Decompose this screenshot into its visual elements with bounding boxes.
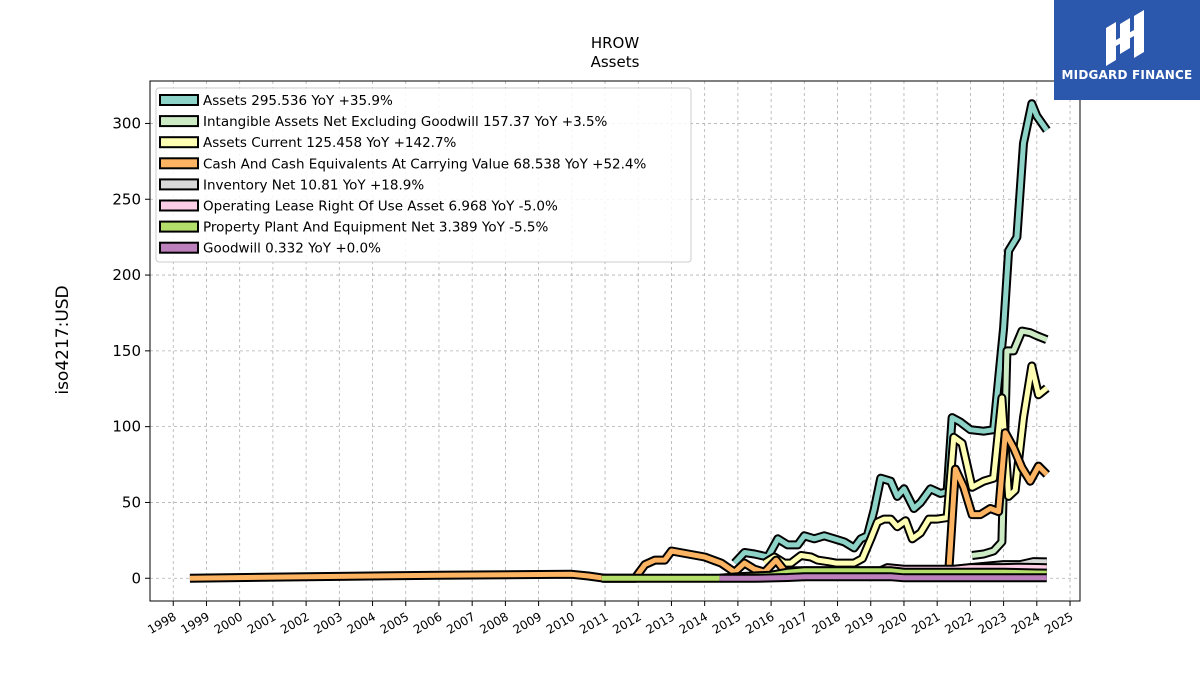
legend-label: Goodwill 0.332 YoY +0.0% <box>203 241 381 257</box>
legend-label: Assets 295.536 YoY +35.9% <box>203 93 393 109</box>
legend-swatch <box>159 94 199 106</box>
legend-swatch <box>159 136 199 149</box>
x-tick-label: 2022 <box>942 609 975 636</box>
x-tick-label: 2015 <box>710 609 743 636</box>
legend-label: Cash And Cash Equivalents At Carrying Va… <box>203 156 647 172</box>
x-tick-label: 2016 <box>743 609 776 636</box>
x-tick-label: 2010 <box>544 609 577 636</box>
brand-name: MIDGARD FINANCE <box>1061 68 1193 82</box>
legend-swatch <box>159 199 199 212</box>
x-tick-label: 2002 <box>278 609 311 636</box>
x-tick-label: 2019 <box>843 609 876 636</box>
x-tick-label: 2007 <box>444 609 477 636</box>
y-tick-label: 200 <box>112 266 141 284</box>
x-tick-label: 2004 <box>345 609 378 636</box>
x-axis: 1998 1999 2000 2001 2002 2003 2004 2005 2006 2007… <box>145 601 1076 637</box>
x-tick-label: 2014 <box>677 609 710 636</box>
x-tick-label: 2009 <box>511 609 544 636</box>
y-tick-label: 300 <box>112 114 141 132</box>
x-tick-label: 1998 <box>145 609 178 636</box>
legend-swatch <box>159 157 199 170</box>
x-tick-label: 1999 <box>179 609 212 636</box>
x-tick-label: 2013 <box>644 609 677 636</box>
y-tick-label: 100 <box>112 418 141 436</box>
legend-label: Intangible Assets Net Excluding Goodwill… <box>203 114 608 130</box>
y-axis: 0 50 100 150 200 250 300 <box>112 114 150 587</box>
brand-logo: MIDGARD FINANCE <box>1054 0 1200 100</box>
legend-label: Property Plant And Equipment Net 3.389 Y… <box>203 220 548 236</box>
y-tick-label: 250 <box>112 190 141 208</box>
y-tick-label: 150 <box>112 342 141 360</box>
x-tick-label: 2008 <box>477 609 510 636</box>
x-tick-label: 2018 <box>810 609 843 636</box>
series-line <box>719 574 1047 581</box>
series-line <box>732 101 1049 565</box>
x-tick-label: 2006 <box>411 609 444 636</box>
x-tick-label: 2003 <box>311 609 344 636</box>
x-tick-label: 2017 <box>776 609 809 636</box>
x-tick-label: 2001 <box>245 609 278 636</box>
legend-swatch <box>159 220 199 233</box>
legend-swatch <box>159 178 199 191</box>
y-tick-label: 50 <box>122 493 141 511</box>
chart-subtitle: Assets <box>591 53 640 71</box>
x-tick-label: 2011 <box>577 609 610 636</box>
x-tick-label: 2021 <box>909 609 942 636</box>
legend-swatch <box>159 115 199 128</box>
x-tick-label: 2000 <box>212 609 245 636</box>
legend-box <box>155 87 692 263</box>
midgard-logo-icon <box>1106 10 1144 66</box>
y-axis-label: iso4217:USD <box>53 285 73 394</box>
legend-swatch <box>159 241 199 254</box>
series-layer <box>189 99 1051 583</box>
plot-frame <box>149 80 1081 602</box>
x-tick-label: 2023 <box>976 609 1009 636</box>
y-tick-label: 0 <box>131 569 141 587</box>
x-tick-label: 2012 <box>610 609 643 636</box>
x-tick-label: 2024 <box>1009 609 1042 636</box>
legend-label: Operating Lease Right Of Use Asset 6.968… <box>203 199 558 215</box>
x-tick-label: 2025 <box>1042 609 1075 636</box>
legend-label: Assets Current 125.458 YoY +142.7% <box>203 135 457 151</box>
x-tick-label: 2020 <box>876 609 909 636</box>
legend-label: Inventory Net 10.81 YoY +18.9% <box>203 177 424 193</box>
series-line <box>971 328 1048 558</box>
legend: Assets 295.536 YoY +35.9% Intangible Asse… <box>155 87 692 263</box>
x-tick-label: 2005 <box>378 609 411 636</box>
chart-title: HROW <box>591 34 640 52</box>
series-line <box>601 568 1047 581</box>
